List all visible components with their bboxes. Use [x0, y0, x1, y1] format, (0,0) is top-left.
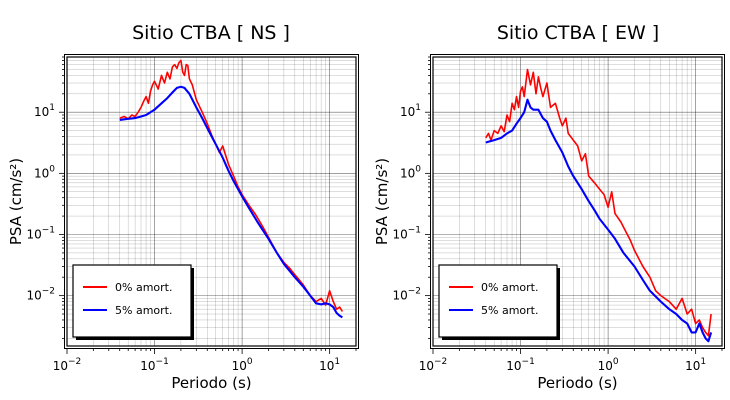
x-axis-label: Periodo (s)	[171, 374, 251, 392]
plot-frame	[432, 56, 723, 347]
x-tick-exponent: −1	[522, 357, 535, 367]
x-tick-label: 100	[232, 357, 253, 373]
y-tick-exponent: 0	[49, 164, 55, 174]
x-tick-label: 10−2	[53, 357, 82, 373]
y-tick-exponent: −1	[408, 225, 421, 235]
x-tick-label: 10−2	[419, 357, 448, 373]
x-axis-label: Periodo (s)	[537, 374, 617, 392]
x-tick-exponent: 1	[334, 357, 340, 367]
y-tick-label: 10−2	[392, 287, 421, 303]
series-line-amort-5	[119, 85, 343, 319]
outer-frame	[430, 54, 725, 349]
chart-title: Sitio CTBA [ NS ]	[132, 22, 290, 44]
y-tick-label: 10−2	[26, 287, 55, 303]
x-tick-label: 101	[319, 357, 340, 373]
y-axis-label: PSA (cm/s²)	[7, 158, 25, 245]
y-tick-exponent: 1	[415, 103, 421, 113]
legend-label: 0% amort.	[115, 281, 172, 294]
y-ticks	[59, 56, 65, 339]
legend: 0% amort. 5% amort.	[72, 264, 194, 340]
x-tick-label: 100	[598, 357, 619, 373]
legend: 0% amort. 5% amort.	[438, 264, 560, 340]
x-tick-exponent: 0	[613, 357, 619, 367]
x-ticks	[432, 348, 723, 354]
x-tick-label: 101	[685, 357, 706, 373]
chart-title: Sitio CTBA [ EW ]	[497, 22, 659, 44]
series-line-amort-0	[119, 59, 344, 312]
y-ticks	[425, 56, 431, 339]
y-tick-label: 100	[400, 164, 421, 180]
y-tick-label: 10−1	[392, 225, 421, 241]
y-tick-label: 100	[34, 164, 55, 180]
y-tick-label: 101	[400, 103, 421, 119]
x-tick-exponent: 1	[700, 357, 706, 367]
y-tick-exponent: 1	[49, 103, 55, 113]
series-line-amort-5	[485, 98, 713, 343]
x-tick-label: 10−1	[140, 357, 169, 373]
x-tick-label: 10−1	[506, 357, 535, 373]
legend-label: 5% amort.	[115, 304, 172, 317]
plot-frame	[66, 56, 357, 347]
legend-label: 5% amort.	[481, 304, 538, 317]
y-tick-exponent: −1	[42, 225, 55, 235]
y-tick-label: 10−1	[26, 225, 55, 241]
x-tick-exponent: −2	[68, 357, 81, 367]
grid	[67, 57, 356, 346]
legend-box	[438, 264, 558, 338]
legend-box	[72, 264, 192, 338]
outer-frame	[64, 54, 359, 349]
y-axis-label: PSA (cm/s²)	[373, 158, 391, 245]
series-line-amort-0	[485, 68, 712, 337]
x-tick-exponent: 0	[247, 357, 253, 367]
y-tick-exponent: −2	[408, 287, 421, 297]
y-tick-exponent: −2	[42, 287, 55, 297]
x-tick-exponent: −1	[156, 357, 169, 367]
x-ticks	[66, 348, 357, 354]
y-tick-label: 101	[34, 103, 55, 119]
legend-label: 0% amort.	[481, 281, 538, 294]
x-tick-exponent: −2	[434, 357, 447, 367]
y-tick-exponent: 0	[415, 164, 421, 174]
